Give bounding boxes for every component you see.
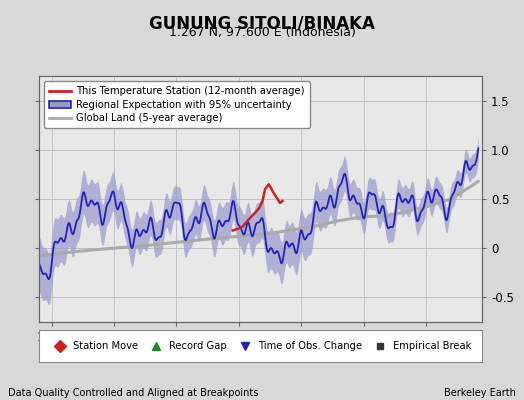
Text: 1.267 N, 97.600 E (Indonesia): 1.267 N, 97.600 E (Indonesia) <box>169 26 355 39</box>
Text: Data Quality Controlled and Aligned at Breakpoints: Data Quality Controlled and Aligned at B… <box>8 388 258 398</box>
Text: GUNUNG SITOLI/BINAKA: GUNUNG SITOLI/BINAKA <box>149 14 375 32</box>
Legend: This Temperature Station (12-month average), Regional Expectation with 95% uncer: This Temperature Station (12-month avera… <box>45 81 310 128</box>
Legend: Station Move, Record Gap, Time of Obs. Change, Empirical Break: Station Move, Record Gap, Time of Obs. C… <box>47 338 474 354</box>
Text: Berkeley Earth: Berkeley Earth <box>444 388 516 398</box>
